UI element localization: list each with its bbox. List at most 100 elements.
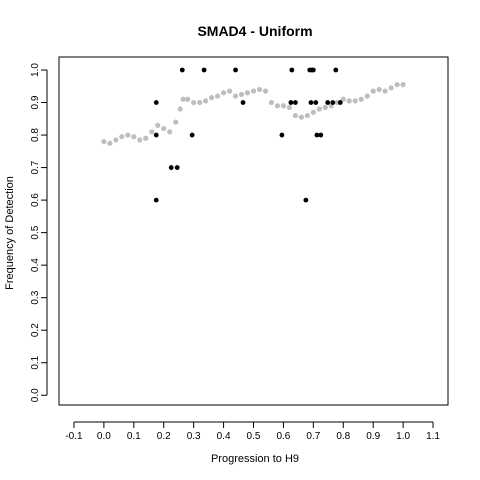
smoothed-point [191, 99, 197, 106]
x-tick-label: 0.0 [97, 431, 111, 442]
observed-point [279, 132, 285, 138]
y-tick-label: 0.9 [30, 95, 41, 109]
plot-layer: -0.1 0.0 0.1 0.2 0.3 0.4 0.5 0.6 0.7 0.8 0.9 1.0 1.1… [30, 56, 449, 442]
observed-point [330, 100, 336, 105]
smoothed-point [119, 134, 125, 140]
smoothed-point [167, 129, 173, 135]
observed-point [308, 100, 314, 105]
smoothed-point [101, 138, 107, 145]
y-tick-label: 0.4 [30, 258, 41, 272]
observed-point [314, 132, 320, 138]
x-tick-label: 0.8 [336, 431, 350, 442]
smoothed-point [322, 104, 328, 111]
y-tick-label: 0.0 [30, 388, 41, 402]
smoothed-point [292, 112, 298, 119]
observed-point [288, 100, 294, 105]
smoothed-point [274, 103, 281, 109]
observed-point [174, 165, 180, 170]
smoothed-point [143, 135, 149, 141]
x-tick-label: -0.1 [65, 431, 83, 442]
observed-point [333, 67, 339, 73]
smoothed-point [316, 106, 322, 112]
smoothed-point [180, 96, 186, 102]
observed-point [310, 67, 316, 73]
smoothed-point [137, 137, 143, 143]
observed-point [189, 132, 195, 138]
y-tick-label: 0.1 [30, 355, 41, 369]
y-tick-label: 0.3 [30, 290, 41, 304]
smoothed-point [107, 140, 113, 146]
smoothed-point [262, 88, 269, 94]
observed-point [153, 100, 159, 105]
observed-point [233, 67, 238, 73]
smoothed-point [298, 114, 304, 120]
x-tick-label: 0.2 [157, 431, 171, 442]
smoothed-point [209, 95, 215, 101]
y-tick-label: 0.7 [30, 160, 41, 174]
x-tick-label: 0.1 [127, 431, 141, 442]
observed-point [318, 132, 324, 138]
x-tick-label: 0.4 [217, 431, 231, 442]
x-tick-label: 0.7 [306, 431, 320, 442]
x-tick-label: 0.6 [276, 431, 290, 442]
observed-point [313, 100, 319, 105]
observed-point [337, 100, 343, 105]
plot-frame [58, 56, 449, 406]
smoothed-point [177, 106, 183, 112]
smoothed-point [376, 86, 382, 93]
y-tick-label: 0.5 [30, 225, 41, 239]
observed-point [168, 165, 174, 170]
observed-point [179, 67, 185, 73]
smoothed-point [220, 90, 227, 96]
smoothed-point [173, 119, 179, 125]
smoothed-point [346, 98, 352, 104]
smoothed-point [197, 99, 203, 106]
x-tick-label: 1.1 [426, 431, 440, 442]
smoothed-point [226, 88, 233, 94]
smoothed-point [358, 96, 364, 102]
smoothed-point [149, 129, 155, 135]
smoothed-point [310, 109, 316, 115]
smoothed-point [214, 93, 221, 99]
smoothed-point [161, 125, 167, 132]
smoothed-point [256, 86, 263, 93]
smoothed-point [388, 85, 394, 91]
smoothed-point [304, 112, 310, 119]
smoothed-point [370, 88, 376, 94]
chart-title: SMAD4 - Uniform [197, 23, 312, 39]
smoothed-point [340, 96, 346, 102]
smoothed-point [382, 88, 388, 94]
y-axis-label: Frequency of Detection [4, 176, 16, 290]
observed-point [240, 100, 246, 105]
smoothed-point [400, 82, 406, 88]
observed-point [325, 100, 331, 105]
smoothed-point [155, 122, 161, 128]
smoothed-point [268, 99, 275, 106]
smoothed-point [203, 98, 209, 104]
smoothed-point [232, 93, 239, 99]
x-tick-label: 0.9 [366, 431, 380, 442]
smoothed-point [352, 98, 358, 104]
smoothed-point [244, 90, 251, 96]
y-tick-label: 0.8 [30, 128, 41, 142]
x-axis-label: Progression to H9 [211, 453, 299, 465]
smoothed-point [185, 96, 191, 102]
x-tick-label: 1.0 [396, 431, 410, 442]
smoothed-point [125, 132, 131, 138]
smoothed-point [131, 134, 137, 140]
y-tick-label: 0.2 [30, 323, 41, 337]
smoothed-point [286, 104, 293, 111]
observed-point [303, 197, 309, 203]
observed-point [292, 100, 298, 105]
smoothed-point [238, 91, 245, 98]
smoothed-point [364, 93, 370, 99]
observed-point [153, 197, 159, 203]
x-tick-label: 0.5 [247, 431, 261, 442]
smoothed-point [250, 88, 257, 94]
observed-point [289, 67, 295, 73]
x-tick-label: 0.3 [187, 431, 201, 442]
y-tick-label: 0.6 [30, 193, 41, 207]
y-tick-label: 1.0 [30, 63, 41, 77]
